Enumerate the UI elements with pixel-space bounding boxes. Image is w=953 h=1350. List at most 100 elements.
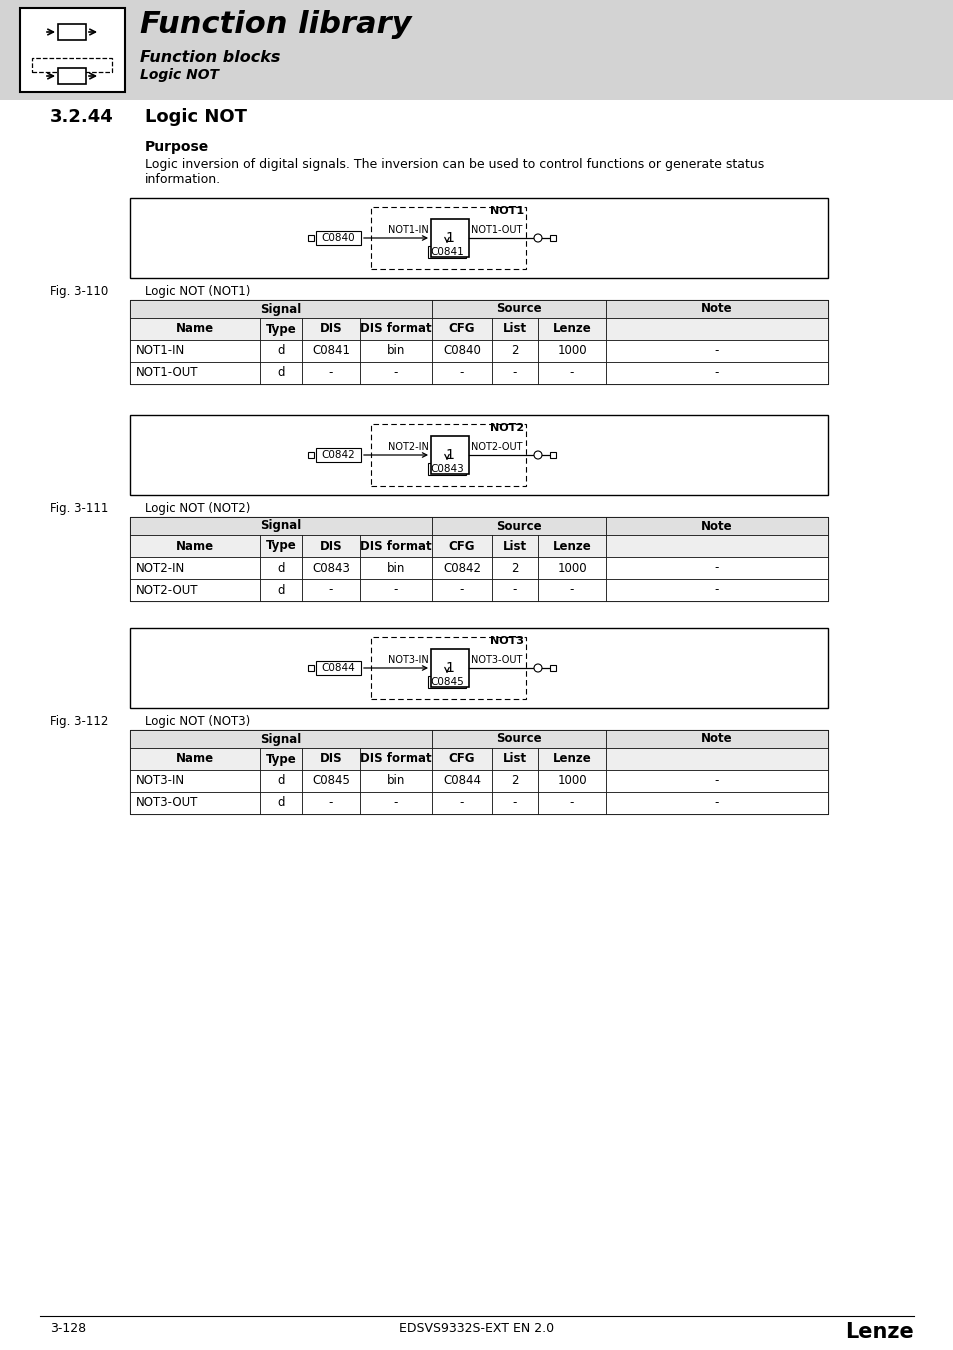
Bar — [432, 300, 605, 319]
Text: -: - — [513, 796, 517, 810]
Bar — [302, 340, 359, 362]
Text: bin: bin — [386, 344, 405, 358]
Text: d: d — [277, 344, 284, 358]
Bar — [359, 319, 432, 340]
Text: Note: Note — [700, 302, 732, 316]
Bar — [605, 362, 827, 383]
Text: NOT3-OUT: NOT3-OUT — [136, 796, 198, 810]
Bar — [130, 517, 432, 535]
Text: Logic inversion of digital signals. The inversion can be used to control functio: Logic inversion of digital signals. The … — [145, 158, 763, 186]
Bar — [130, 300, 432, 319]
Bar — [308, 235, 314, 242]
Text: Name: Name — [175, 540, 213, 552]
Text: bin: bin — [386, 562, 405, 575]
Bar — [431, 649, 469, 687]
Text: C0844: C0844 — [321, 663, 355, 674]
Bar — [359, 362, 432, 383]
Bar — [315, 448, 360, 462]
Text: -: - — [394, 366, 397, 379]
Bar — [359, 792, 432, 814]
Text: -: - — [459, 366, 464, 379]
Text: DIS format: DIS format — [360, 323, 432, 336]
Text: NOT1-OUT: NOT1-OUT — [471, 225, 522, 235]
Bar — [302, 579, 359, 601]
Bar — [260, 340, 302, 362]
Text: Logic NOT (NOT3): Logic NOT (NOT3) — [145, 716, 250, 728]
Bar — [492, 579, 537, 601]
Text: -: - — [459, 583, 464, 597]
Bar — [605, 340, 827, 362]
Bar — [130, 414, 827, 495]
Text: 1: 1 — [445, 448, 454, 462]
Text: Lenze: Lenze — [844, 1322, 913, 1342]
Bar — [371, 207, 525, 269]
Text: List: List — [502, 540, 526, 552]
Bar — [605, 769, 827, 792]
Text: C0842: C0842 — [321, 450, 355, 460]
Text: -: - — [513, 366, 517, 379]
Text: 1: 1 — [445, 662, 454, 675]
Bar — [260, 579, 302, 601]
Text: 3-128: 3-128 — [50, 1322, 86, 1335]
Bar — [130, 792, 260, 814]
Bar — [130, 730, 432, 748]
Bar — [537, 769, 605, 792]
Bar — [32, 58, 112, 72]
Text: Note: Note — [700, 733, 732, 745]
Bar — [605, 517, 827, 535]
Text: Fig. 3-112: Fig. 3-112 — [50, 716, 109, 728]
Text: Logic NOT (NOT2): Logic NOT (NOT2) — [145, 502, 250, 514]
Text: 1000: 1000 — [557, 775, 586, 787]
Bar — [260, 362, 302, 383]
Bar — [308, 452, 314, 458]
Bar — [359, 340, 432, 362]
Text: -: - — [329, 583, 333, 597]
Bar — [308, 666, 314, 671]
Text: CFG: CFG — [448, 752, 475, 765]
Bar — [130, 579, 260, 601]
Bar — [605, 579, 827, 601]
Text: Type: Type — [265, 540, 296, 552]
Text: DIS: DIS — [319, 540, 342, 552]
Bar — [428, 463, 465, 475]
Text: Function library: Function library — [140, 9, 411, 39]
Text: Logic NOT (NOT1): Logic NOT (NOT1) — [145, 285, 250, 298]
Text: CFG: CFG — [448, 323, 475, 336]
Text: Fig. 3-110: Fig. 3-110 — [50, 285, 108, 298]
Bar — [302, 558, 359, 579]
Text: 2: 2 — [511, 775, 518, 787]
Bar — [20, 8, 125, 92]
Text: Signal: Signal — [260, 302, 301, 316]
Bar — [359, 748, 432, 770]
Bar — [537, 558, 605, 579]
Text: -: - — [714, 775, 719, 787]
Bar — [130, 319, 260, 340]
Text: C0841: C0841 — [312, 344, 350, 358]
Text: 2: 2 — [511, 562, 518, 575]
Circle shape — [534, 664, 541, 672]
Bar — [605, 748, 827, 770]
Bar — [432, 579, 492, 601]
Bar — [302, 535, 359, 558]
Text: Signal: Signal — [260, 733, 301, 745]
Bar — [428, 676, 465, 688]
Text: -: - — [714, 583, 719, 597]
Text: C0845: C0845 — [312, 775, 350, 787]
Bar — [315, 662, 360, 675]
Text: C0842: C0842 — [442, 562, 480, 575]
Text: -: - — [394, 583, 397, 597]
Bar — [492, 340, 537, 362]
Text: NOT2: NOT2 — [489, 423, 523, 433]
Bar — [359, 579, 432, 601]
Text: Fig. 3-111: Fig. 3-111 — [50, 502, 109, 514]
Text: C0840: C0840 — [442, 344, 480, 358]
Text: d: d — [277, 796, 284, 810]
Text: NOT2-OUT: NOT2-OUT — [136, 583, 198, 597]
Text: Name: Name — [175, 323, 213, 336]
Text: NOT2-IN: NOT2-IN — [136, 562, 185, 575]
Text: C0844: C0844 — [442, 775, 480, 787]
Bar — [130, 362, 260, 383]
Bar — [605, 535, 827, 558]
Bar — [359, 535, 432, 558]
Bar — [58, 24, 86, 40]
